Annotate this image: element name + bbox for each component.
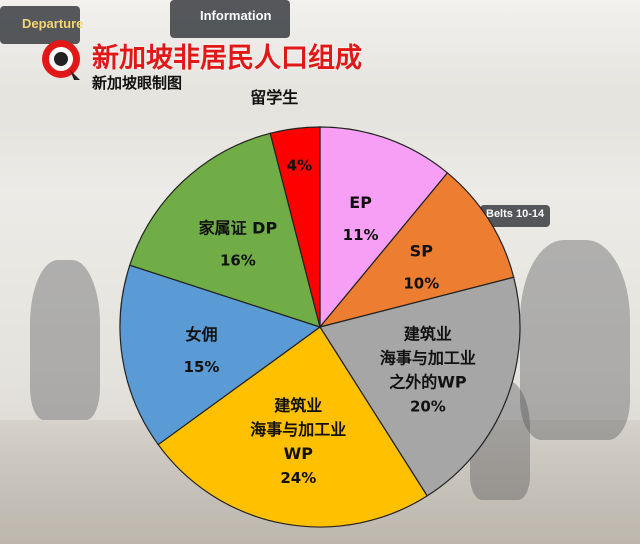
slice-name-label: 海事与加工业 <box>250 420 346 439</box>
slice-name-label: 之外的WP <box>389 373 467 392</box>
belts-sign-text: Belts 10-14 <box>486 208 545 220</box>
slice-value-label: 16% <box>220 252 256 270</box>
background-sign-information: Information <box>170 0 290 38</box>
slice-name-label: WP <box>284 444 314 463</box>
pie-slice <box>157 326 428 528</box>
pie-slice <box>119 264 322 446</box>
chart-title: 新加坡非居民人口组成 <box>92 43 362 74</box>
slice-value-label: 24% <box>280 469 316 487</box>
pie-slice <box>319 276 521 497</box>
slice-name-label: 海事与加工业 <box>380 349 476 368</box>
slice-name-label: 女佣 <box>185 325 217 344</box>
background-sign-departure: Departure <box>0 6 84 44</box>
background-person <box>520 240 630 440</box>
pie-slice <box>129 132 321 328</box>
slice-value-label: 11% <box>343 226 379 244</box>
slice-value-label: 10% <box>403 275 439 293</box>
slice-value-label: 4% <box>287 156 312 174</box>
slice-name-label: 家属证 DP <box>199 219 278 238</box>
pie-slice <box>319 126 449 329</box>
background-person <box>30 260 100 420</box>
background-ceiling <box>0 0 640 150</box>
slice-name-label: EP <box>349 193 372 212</box>
background-sign-belts: Belts 10-14 <box>480 205 550 227</box>
slice-value-label: 20% <box>410 398 446 416</box>
slice-name-label: 留学生 <box>250 88 298 107</box>
chart-header: 新加坡非居民人口组成 新加坡眼制图 <box>40 36 440 92</box>
slice-name-label: 建筑业 <box>404 325 452 344</box>
slice-name-label: SP <box>410 242 434 261</box>
information-sign-text: Information <box>200 8 272 23</box>
slice-name-label: 建筑业 <box>274 396 322 415</box>
pie-slice <box>269 126 321 328</box>
chart-subtitle: 新加坡眼制图 <box>92 74 183 92</box>
departure-sign-text: Departure <box>22 16 84 31</box>
pie-slice <box>318 172 515 329</box>
slice-value-label: 15% <box>184 358 220 376</box>
brand-logo-icon <box>42 40 80 80</box>
